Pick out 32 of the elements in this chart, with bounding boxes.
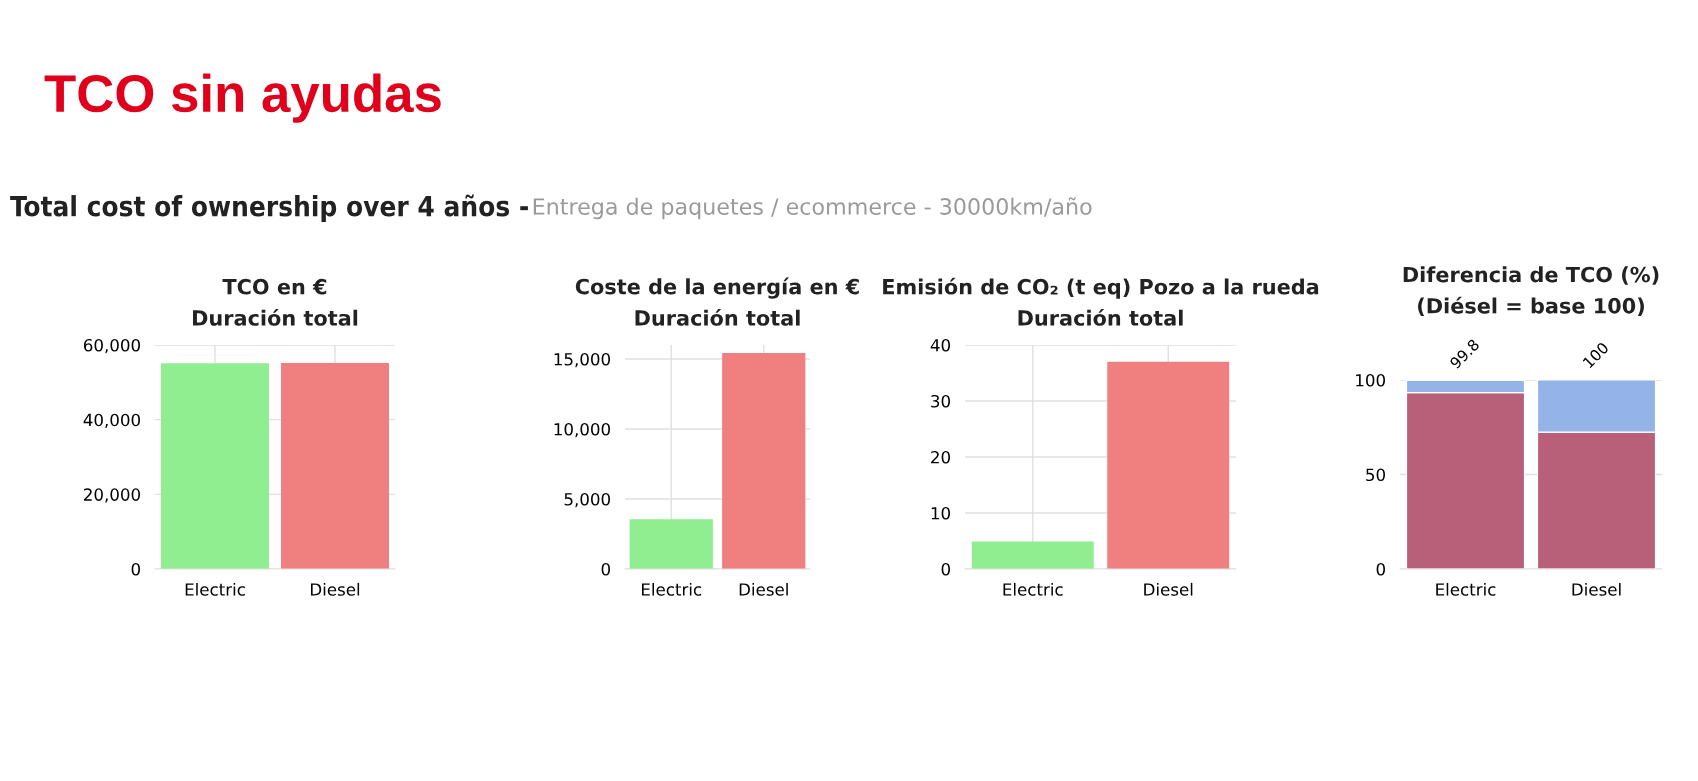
y-tick-label: 60,000	[83, 338, 140, 354]
chart-title: TCO en € Duración total	[193, 278, 358, 326]
text: TCO sin ayudas	[44, 73, 441, 123]
chart-title: Coste de la energía en € Duración total	[575, 277, 859, 326]
x-tick-label: Electric	[1003, 582, 1063, 596]
y-tick-label: 30	[931, 394, 950, 408]
y-tick-label: 0	[601, 562, 610, 576]
y-tick-label: 40	[930, 338, 950, 352]
y-tick-label: 50	[1366, 468, 1385, 482]
y-tick-label: 100	[1356, 373, 1385, 387]
y-tick-label: 40,000	[83, 413, 140, 428]
chart-title: Diferencia de TCO (%) (Diésel = base 100)	[1403, 266, 1659, 317]
total-label: 100	[1582, 341, 1610, 369]
y-tick-label: 5,000	[564, 492, 610, 508]
x-tick-label: Diesel	[1144, 582, 1193, 596]
x-tick-label: Electric	[185, 582, 245, 596]
chart-title: Emisión de CO₂ (t eq) Pozo a la rueda Duración total	[883, 277, 1319, 326]
text: Entrega de paquetes / ecommerce - 30000km/año	[533, 197, 1092, 220]
text: Total cost of ownership over 4 años -	[10, 194, 528, 222]
y-tick-label: 0	[131, 562, 140, 576]
x-tick-label: Diesel	[739, 582, 788, 596]
y-tick-label: 15,000	[554, 352, 610, 368]
y-tick-label: 0	[1376, 562, 1385, 576]
x-tick-label: Diesel	[1572, 582, 1621, 596]
y-tick-label: 0	[941, 562, 950, 576]
x-tick-label: Diesel	[310, 582, 360, 596]
x-tick-label: Electric	[642, 582, 702, 596]
y-tick-label: 20,000	[84, 488, 140, 503]
x-tick-label: Electric	[1436, 582, 1496, 596]
y-tick-label: 10	[931, 506, 950, 520]
y-tick-label: 10,000	[554, 422, 610, 438]
y-tick-label: 20	[931, 450, 950, 464]
